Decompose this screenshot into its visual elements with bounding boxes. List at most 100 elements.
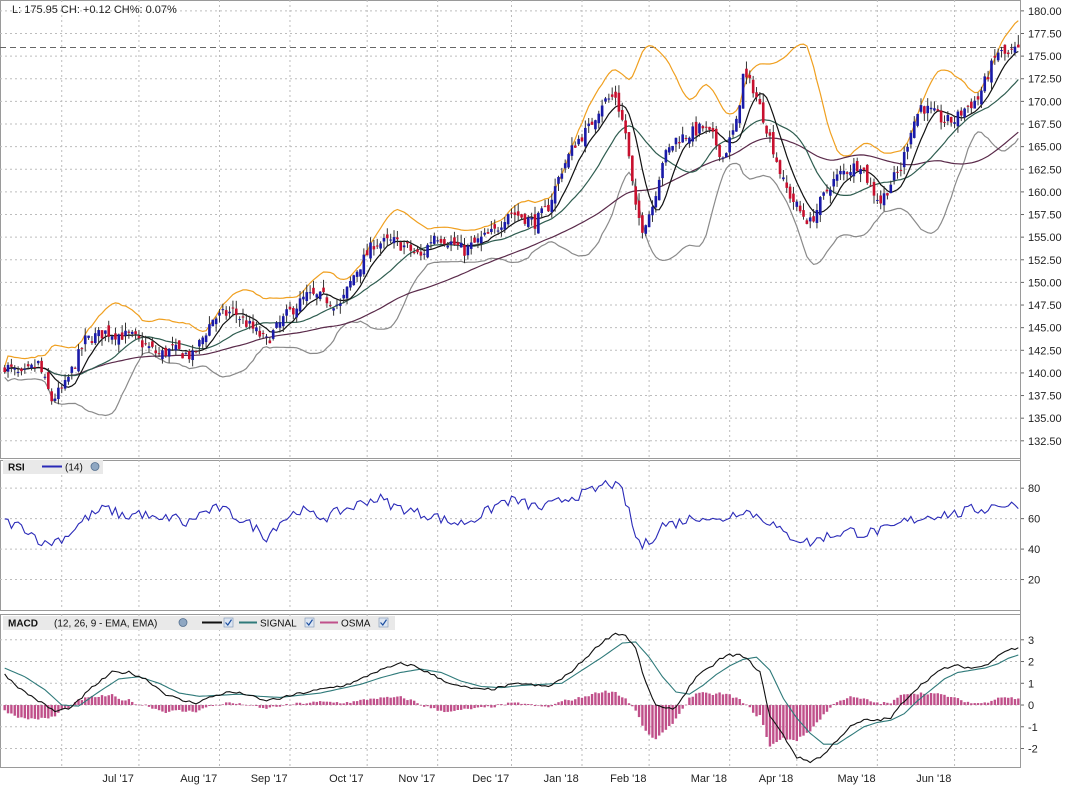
- candle-body: [785, 182, 789, 188]
- osma-bar: [916, 694, 919, 706]
- osma-bar: [271, 705, 275, 707]
- candle-body: [912, 121, 916, 138]
- osma-bar: [533, 705, 537, 707]
- rsi-settings-icon[interactable]: [90, 462, 100, 471]
- osma-bar: [1017, 698, 1020, 706]
- candle-body: [50, 391, 53, 402]
- macd-y-tick-label: 1: [1028, 678, 1034, 690]
- candle-body: [818, 197, 822, 216]
- candle-body: [943, 121, 946, 123]
- osma-bar: [282, 705, 285, 706]
- osma-bar: [866, 699, 869, 706]
- candle-body: [120, 332, 124, 340]
- rsi-y-tick-label: 60: [1028, 514, 1040, 526]
- candle-body: [47, 372, 50, 389]
- candle-body: [426, 244, 429, 258]
- candle-body: [849, 171, 852, 176]
- price-y-tick-label: 155.00: [1028, 232, 1062, 244]
- candle-body: [365, 250, 369, 256]
- osma-bar: [678, 705, 681, 714]
- candle-body: [584, 127, 587, 147]
- candle-body: [530, 217, 533, 220]
- osma-bar: [809, 705, 812, 732]
- osma-bar: [607, 692, 611, 706]
- candle-body: [970, 101, 973, 109]
- candle-body: [161, 350, 164, 360]
- osma-bar: [567, 700, 570, 706]
- signal-checkbox[interactable]: [304, 617, 315, 628]
- osma-bar: [923, 693, 926, 706]
- osma-bar: [842, 699, 845, 706]
- candle-body: [923, 106, 926, 114]
- osma-bar: [755, 705, 758, 717]
- macd-line-checkbox[interactable]: [223, 617, 234, 628]
- osma-bar: [178, 705, 181, 710]
- osma-bar: [906, 694, 909, 706]
- osma-bar: [943, 694, 946, 706]
- candle-body: [40, 360, 43, 373]
- osma-bar: [349, 702, 352, 706]
- osma-bar: [406, 700, 409, 706]
- x-tick-label: Oct '17: [329, 773, 364, 785]
- osma-bar: [459, 705, 463, 710]
- candle-body: [678, 142, 681, 144]
- candle-body: [174, 344, 178, 351]
- osma-bar: [634, 705, 637, 711]
- osma-bar: [765, 705, 768, 737]
- macd-settings-icon[interactable]: [178, 618, 188, 627]
- candle-body: [345, 286, 349, 299]
- osma-bar: [892, 699, 896, 706]
- candle-body: [302, 296, 305, 300]
- candle-body: [456, 242, 460, 246]
- moving-average-long-line: [4, 131, 1019, 377]
- osma-bar: [295, 702, 298, 706]
- candle-body: [735, 118, 738, 132]
- osma-bar: [470, 705, 473, 710]
- osma-bar: [664, 705, 668, 730]
- candle-body: [667, 147, 671, 153]
- osma-bar: [124, 700, 127, 706]
- candle-body: [238, 319, 241, 321]
- osma-bar: [235, 703, 238, 706]
- candle-body: [83, 335, 87, 345]
- candle-body: [144, 343, 147, 345]
- osma-bar: [181, 705, 184, 712]
- candle-body: [993, 55, 997, 58]
- candle-body: [476, 238, 480, 243]
- candle-body: [1006, 52, 1010, 55]
- osma-bar: [312, 701, 315, 706]
- osma-bar: [772, 705, 775, 744]
- signal-line: [4, 641, 1019, 745]
- osma-bar: [946, 696, 950, 706]
- candle-body: [70, 366, 74, 373]
- rsi-y-tick-label: 20: [1028, 575, 1040, 587]
- osma-bar: [839, 700, 842, 706]
- candle-body: [889, 184, 893, 194]
- osma-bar: [580, 697, 584, 706]
- candle-body: [869, 185, 872, 187]
- candle-body: [449, 241, 453, 245]
- candle-body: [399, 242, 403, 251]
- candle-body: [194, 351, 198, 353]
- osma-bar: [211, 705, 214, 707]
- candle-body: [725, 153, 728, 158]
- osma-bar: [214, 704, 218, 706]
- candle-body: [973, 100, 976, 109]
- price-y-tick-label: 180.00: [1028, 6, 1062, 18]
- osma-bar: [715, 693, 718, 706]
- osma-bar: [684, 704, 688, 706]
- osma-bar: [540, 705, 543, 707]
- candle-body: [339, 303, 342, 306]
- osma-checkbox[interactable]: [378, 617, 389, 628]
- candle-body: [765, 125, 768, 134]
- candle-body: [198, 340, 201, 347]
- candle-body: [647, 214, 651, 228]
- candle-body: [708, 126, 711, 130]
- candle-body: [701, 126, 705, 129]
- candle-body: [597, 113, 601, 124]
- osma-bar: [94, 697, 97, 706]
- candle-body: [140, 340, 144, 348]
- signal-check-icon: [306, 619, 313, 626]
- candle-body: [416, 249, 419, 253]
- osma-bar: [708, 693, 711, 706]
